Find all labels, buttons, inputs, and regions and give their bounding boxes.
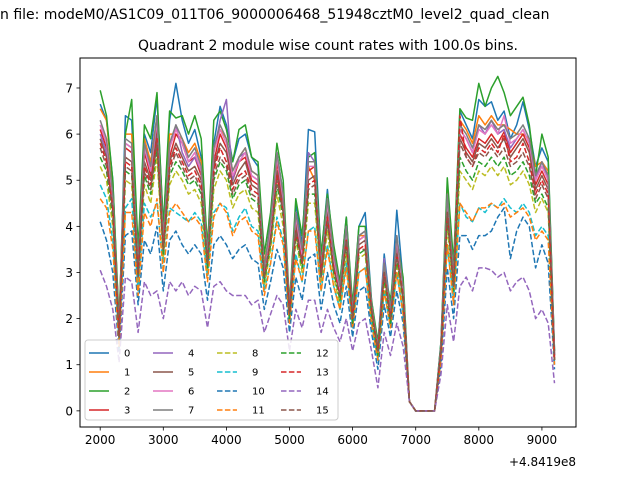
legend-label-9: 9 (252, 368, 258, 379)
series-line-13 (99, 114, 556, 412)
series-line-0 (99, 82, 556, 412)
legend-label-15: 15 (316, 406, 329, 417)
legend-label-14: 14 (316, 387, 329, 398)
x-tick-label: 6000 (337, 433, 368, 447)
x-offset-label: +4.8419e8 (509, 455, 576, 469)
legend-label-3: 3 (124, 406, 130, 417)
y-tick-label: 0 (65, 404, 73, 418)
legend-label-10: 10 (252, 387, 265, 398)
series-line-2 (99, 75, 556, 412)
y-tick-label: 6 (65, 128, 73, 142)
legend-label-6: 6 (188, 387, 194, 398)
series-line-12 (99, 147, 556, 412)
figure-suptitle: n file: modeM0/AS1C09_011T06_9000006468_… (0, 7, 549, 23)
x-tick-label: 5000 (274, 433, 305, 447)
legend-label-12: 12 (316, 349, 329, 360)
y-tick-label: 7 (65, 81, 73, 95)
series-line-10 (99, 207, 556, 412)
x-axis: 2000 3000 4000 5000 6000 7000 8000 9000 (85, 427, 557, 447)
y-tick-label: 2 (65, 312, 73, 326)
legend-label-4: 4 (188, 349, 194, 360)
legend-box (84, 339, 339, 421)
series-line-15 (99, 142, 556, 412)
legend-label-1: 1 (124, 368, 130, 379)
legend-label-8: 8 (252, 349, 258, 360)
legend-label-0: 0 (124, 349, 130, 360)
y-tick-label: 1 (65, 358, 73, 372)
x-tick-label: 8000 (464, 433, 495, 447)
series-line-5 (99, 133, 556, 412)
x-tick-label: 9000 (527, 433, 558, 447)
x-tick-label: 2000 (85, 433, 116, 447)
x-tick-label: 7000 (400, 433, 431, 447)
x-tick-label: 3000 (148, 433, 179, 447)
legend-label-2: 2 (124, 387, 130, 398)
y-tick-label: 5 (65, 174, 73, 188)
legend-label-13: 13 (316, 368, 329, 379)
legend-label-5: 5 (188, 368, 194, 379)
plot-frame (79, 57, 577, 428)
y-tick-label: 4 (65, 220, 73, 234)
legend-label-7: 7 (188, 406, 194, 417)
series-line-11 (99, 197, 556, 412)
y-tick-label: 3 (65, 266, 73, 280)
series-line-9 (99, 184, 556, 412)
series-line-8 (99, 156, 556, 412)
legend-label-11: 11 (252, 406, 265, 417)
x-tick-label: 4000 (211, 433, 242, 447)
series-line-14 (99, 267, 556, 412)
chart-title: Quadrant 2 module wise count rates with … (138, 38, 518, 54)
series-line-7 (99, 114, 556, 412)
series-layer (99, 75, 556, 412)
y-axis: 0 1 2 3 4 5 6 7 (65, 81, 80, 418)
